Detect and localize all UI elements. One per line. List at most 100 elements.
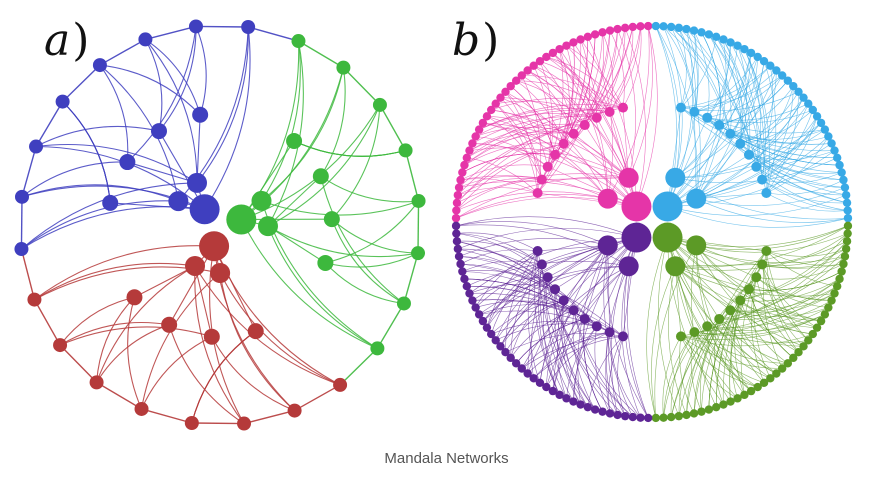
panel-b-outer-node — [794, 347, 803, 357]
panel-b-group-1-fan-edge — [622, 26, 642, 108]
panel-b-group-2-middle-edge — [695, 124, 720, 199]
panel-b-group-3-fan-edge — [740, 300, 788, 364]
panel-a-group-1-fan-edge — [195, 26, 207, 115]
panel-b-group-2-fan-edge — [706, 45, 738, 118]
panel-b-group-2-fan-edge — [748, 86, 794, 156]
panel-b-outer-node — [643, 21, 653, 31]
panel-b-group-3-fan-edge — [748, 271, 842, 291]
panel-b-outer-node — [517, 364, 527, 373]
panel-a-group-1-middle-node — [151, 123, 168, 140]
panel-b-group-2-fan-edge — [766, 116, 818, 194]
panel-b-group-3-middle-edge — [675, 265, 750, 290]
panel-b-group-1-fan-edge — [584, 29, 618, 126]
panel-b-group-4-middle-edge — [596, 237, 637, 327]
panel-a-group-3-fan-edge — [191, 330, 257, 424]
panel-b-outer-node — [746, 386, 756, 396]
panel-b-outer-node — [832, 153, 842, 162]
panel-a-outer-node — [188, 19, 203, 34]
panel-b-group-3-fan-edge — [718, 318, 777, 374]
panel-a-group-1-middle-edge — [196, 114, 201, 183]
panel-a-outer-node — [398, 143, 413, 158]
panel-b-group-4-fan-edge — [552, 237, 637, 392]
panel-b-group-1-fan-edge — [456, 191, 608, 211]
panel-b-outer-node — [804, 99, 813, 108]
panel-b-group-4-fan-edge — [455, 216, 637, 238]
panel-b-outer-node — [843, 213, 853, 223]
panel-b-group-4-fan-edge — [466, 285, 624, 337]
panel-a-group-1-hub-node — [189, 194, 220, 225]
panel-b-group-4-fan-edge — [561, 300, 581, 405]
panel-b-outer-node — [468, 139, 477, 148]
panel-b-group-4-fan-edge — [475, 245, 608, 308]
panel-b-group-3-fan-edge — [662, 336, 682, 418]
panel-b-outer-node — [840, 252, 850, 261]
panel-a-nodes — [14, 19, 426, 431]
panel-b-outer-node — [636, 22, 645, 31]
panel-b-group-1-middle-node — [536, 174, 547, 185]
panel-a-group-3-inner-node — [210, 262, 231, 283]
panel-b-group-1-fan-edge — [609, 26, 641, 113]
panel-b-group-4-fan-edge — [482, 245, 608, 322]
panel-b-group-4-fan-edge — [527, 237, 637, 374]
panel-b-group-3-middle-edge — [667, 237, 720, 320]
panel-b-group-1-fan-edge — [516, 80, 564, 144]
panel-a-group-1-fan-edge — [99, 64, 201, 116]
panel-b-group-4-inner-node — [597, 235, 618, 256]
panel-b-edges — [455, 25, 849, 419]
panel-b-outer-node — [453, 244, 463, 254]
panel-a-group-1-middle-node — [119, 154, 136, 171]
panel-b-group-1-fan-edge — [482, 122, 609, 199]
panel-a-label: a) — [44, 15, 89, 66]
panel-b-outer-node — [783, 76, 793, 85]
panel-b-outer-node — [569, 38, 578, 47]
panel-a-outer-node — [241, 19, 256, 34]
panel-b-group-2-fan-edge — [667, 206, 849, 228]
panel-b-outer-node — [832, 282, 842, 291]
panel-b-outer-node — [569, 397, 578, 406]
panel-b-group-2-middle-node — [725, 128, 736, 139]
panel-b-outer-node — [491, 336, 500, 345]
panel-a-outer-node — [370, 341, 385, 356]
panel-b-group-3-fan-edge — [678, 276, 757, 417]
panel-b-group-1-fan-edge — [457, 178, 542, 196]
panel-b-group-3-fan-edge — [654, 245, 697, 419]
panel-b-group-4-fan-edge — [572, 310, 596, 410]
panel-b-group-4-fan-edge — [552, 265, 629, 392]
panel-b-group-3-fan-edge — [686, 318, 720, 415]
panel-b-group-2-fan-edge — [748, 154, 845, 188]
panel-b-group-3-hub-node — [652, 222, 683, 253]
panel-a-group-3-fan-edge — [191, 330, 257, 424]
panel-b-group-1-fan-edge — [495, 103, 538, 194]
panel-b-group-1-inner-node — [597, 188, 618, 209]
panel-b-group-2-fan-edge — [766, 179, 844, 195]
panel-b-group-1-fan-edge — [472, 116, 597, 144]
panel-b-group-4-fan-edge — [609, 332, 641, 418]
panel-a-group-1-fan-edge — [21, 184, 179, 202]
panel-b-group-3-fan-edge — [663, 331, 695, 418]
panel-b-group-1-fan-edge — [472, 143, 637, 207]
panel-a-group-2-middle-edge — [267, 175, 322, 227]
panel-b-group-1-fan-edge — [516, 80, 610, 113]
panel-b-group-1-fan-edge — [566, 45, 629, 178]
panel-b-group-2-fan-edge — [680, 107, 838, 159]
panel-b-group-3-middle-node — [675, 331, 686, 342]
panel-b-outer-node — [548, 48, 558, 58]
panel-b-outer-node — [465, 289, 474, 298]
panel-b-group-1-middle-edge — [563, 143, 637, 207]
panel-a-group-1-middle-node — [102, 194, 119, 211]
panel-a-outer-node — [55, 94, 70, 109]
panel-b-group-2-hub-node — [652, 191, 683, 222]
panel-b-group-4-fan-edge — [521, 326, 597, 369]
panel-b-group-4-fan-edge — [530, 277, 548, 379]
panel-a-outer-node — [184, 416, 199, 431]
panel-b-outer-node — [643, 413, 653, 423]
panel-b-outer-node — [799, 342, 808, 351]
panel-a-ring-edge — [35, 101, 64, 147]
panel-b-group-3-middle-edge — [675, 265, 731, 311]
panel-b-group-1-fan-edge — [455, 194, 608, 219]
panel-a-group-1-middle-edge — [127, 161, 198, 184]
panel-a-network — [14, 19, 426, 431]
panel-a-group-1-fan-edge — [21, 161, 128, 198]
panel-b-group-4-fan-edge — [505, 250, 538, 353]
panel-b-group-2-fan-edge — [675, 30, 699, 178]
